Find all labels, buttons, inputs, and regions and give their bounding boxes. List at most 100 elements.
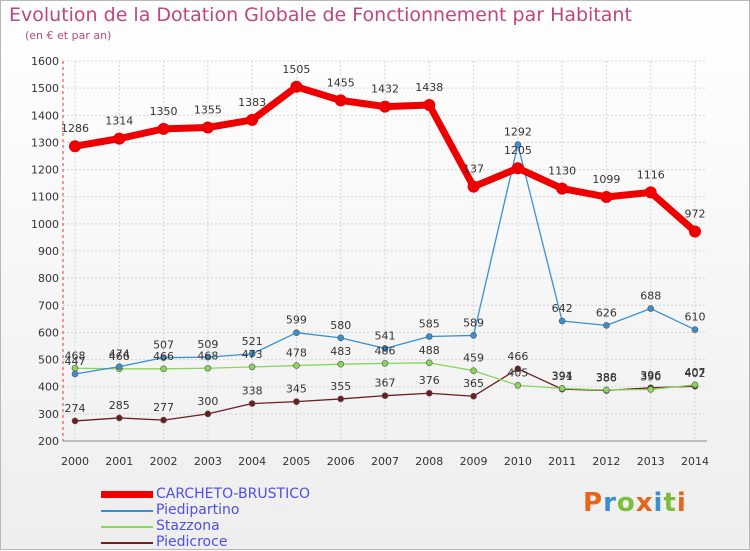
data-label: 345 [286,383,307,396]
data-label: 466 [109,350,130,363]
legend-item-piedicroce: Piedicroce [101,534,361,551]
x-tick-label: 2008 [415,455,443,468]
data-point [204,353,212,361]
x-tick-label: 2002 [150,455,178,468]
data-label: 507 [153,339,174,352]
x-tick-label: 2004 [238,455,266,468]
data-point [381,345,389,352]
data-label: 521 [242,335,263,348]
y-tick-label: 500 [38,354,59,367]
data-point [248,400,256,407]
data-label: 1505 [282,63,310,76]
data-point [514,365,522,373]
data-label: 285 [109,399,130,412]
logo-letter: t [663,488,677,518]
data-point [337,334,345,342]
data-label: 1314 [105,115,133,128]
data-point [293,329,300,337]
x-tick-label: 2013 [637,455,665,468]
data-point [293,398,300,405]
y-tick-label: 300 [38,408,59,421]
data-label: 468 [65,349,86,362]
legend-item-stazzona: Stazzona [101,518,361,535]
data-point [337,360,345,368]
data-point [470,332,477,339]
data-label: 1286 [61,122,89,135]
data-label: 459 [463,352,484,365]
y-tick-label: 200 [38,435,59,448]
data-point [514,141,522,148]
data-label: 478 [286,347,307,360]
grid [63,60,707,442]
logo-letter: i [676,488,687,518]
data-point [337,395,345,403]
logo-letter: o [616,488,636,518]
data-label: 1205 [504,144,532,157]
legend-label: CARCHETO-BRUSTICO [156,486,310,502]
x-tick-label: 2012 [592,455,620,468]
data-label: 367 [375,377,396,390]
data-label: 473 [242,348,263,361]
legend-item-carcheto-brustico: CARCHETO-BRUSTICO [101,486,361,503]
logo-letter: r [603,488,617,518]
data-label: 610 [685,311,706,324]
data-point [115,363,123,370]
y-tick-label: 1400 [31,109,59,122]
data-point [691,326,699,334]
x-tick-label: 2003 [194,455,222,468]
logo-letter: x [635,488,654,518]
y-tick-label: 1300 [31,136,59,149]
data-point [69,140,81,153]
data-point [71,417,79,425]
data-point [157,122,170,135]
data-point [470,367,477,375]
proxiti-logo: Proxiti [583,488,687,518]
data-point [160,416,167,424]
y-tick-label: 400 [38,381,59,394]
data-label: 466 [153,350,174,363]
data-point [248,363,256,371]
data-label: 386 [596,372,617,385]
data-label: 1438 [415,81,443,94]
x-tick-label: 2011 [548,455,576,468]
y-tick-label: 1600 [31,55,59,68]
y-tick-label: 600 [38,326,59,339]
data-point [600,190,613,203]
x-tick-label: 2009 [460,455,488,468]
y-tick-label: 700 [38,299,59,312]
data-point [248,350,256,358]
data-point [423,98,436,111]
x-tick-label: 2001 [105,455,133,468]
x-tick-label: 2000 [61,455,89,468]
data-label: 1355 [194,104,222,117]
y-tick-label: 1000 [31,218,59,231]
data-point [558,317,566,325]
data-label: 396 [640,369,661,382]
data-label: 642 [552,302,573,315]
data-label: 405 [507,366,528,379]
data-label: 388 [596,371,617,384]
data-label: 407 [685,366,706,379]
x-tick-label: 2005 [282,455,310,468]
logo-letter: P [583,488,604,518]
legend-swatch [101,491,153,498]
x-tick-label: 2010 [504,455,532,468]
data-point [425,333,433,340]
data-label: 580 [330,319,351,332]
data-label: 274 [65,402,86,415]
data-point [381,360,389,367]
data-point [603,386,610,394]
y-tick-label: 1100 [31,191,59,204]
data-point [290,80,303,93]
data-label: 1292 [504,126,532,139]
data-point [603,322,610,329]
data-point [293,362,300,369]
data-point [691,381,699,389]
legend-swatch [101,510,153,512]
logo-letter: i [653,488,664,518]
data-point [647,305,655,312]
data-label: 589 [463,316,484,329]
y-tick-label: 800 [38,272,59,285]
